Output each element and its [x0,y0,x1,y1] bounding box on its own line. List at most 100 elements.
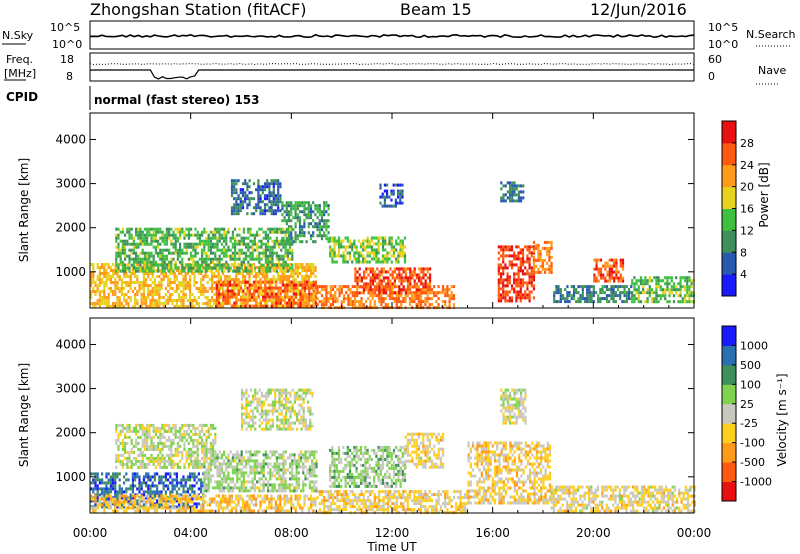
power-cell [134,302,137,305]
power-cell [249,227,252,231]
power-cell [195,302,198,305]
power-cell [267,248,270,252]
power-cell [342,285,346,289]
power-cell [215,298,218,302]
power-cell [195,281,198,284]
velocity-cell [101,503,104,507]
power-cell [151,299,154,302]
power-cell [541,267,544,271]
power-cell [112,281,115,284]
power-cell [358,279,361,283]
power-cell [92,266,95,269]
power-cell [532,249,536,253]
power-cell [218,263,221,267]
power-cell [281,278,284,281]
velocity-cell [136,475,139,479]
velocity-cell [216,474,219,478]
power-cell [513,187,516,191]
power-cell [244,287,247,290]
power-cell [153,302,156,305]
power-cell [279,200,282,204]
power-cell [152,245,155,249]
velocity-cell [120,490,123,494]
power-cell [251,242,254,246]
power-cell [398,291,401,295]
power-cell [247,227,250,231]
power-cell [577,300,580,304]
power-cell [234,263,237,267]
power-cell [149,272,152,275]
power-cell [164,287,167,290]
power-cell [274,182,278,186]
power-cell [679,288,682,292]
velocity-cell [186,487,189,491]
velocity-cell [158,475,161,479]
power-cell [194,245,197,249]
power-cell [279,278,282,281]
power-cell [180,281,183,284]
power-cell [380,273,383,277]
power-cell [285,219,288,223]
velocity-cell [230,497,233,501]
power-cell [226,283,229,287]
power-cell [115,263,118,267]
power-cell [683,294,687,298]
power-cell [422,273,425,277]
power-cell [175,290,178,293]
velocity-cell [225,462,228,466]
power-cell [363,276,366,280]
power-cell [430,297,434,301]
power-cell [101,263,104,266]
power-cell [371,267,374,271]
power-cell [367,291,370,295]
power-cell [277,295,280,299]
velocity-cell [303,494,306,498]
power-cell [316,297,319,301]
power-cell [211,299,214,302]
power-ytick-label: 2000 [55,221,86,235]
power-cell [528,251,531,255]
power-cell [269,227,272,231]
power-cell [559,294,562,298]
velocity-cell [290,497,293,501]
power-cell [141,257,144,261]
power-cell [401,201,404,205]
power-cell [331,297,335,301]
power-cell [134,272,137,275]
power-cell [245,245,248,249]
velocity-cell [189,493,192,497]
velocity-cell [246,506,249,510]
power-cell [132,245,135,249]
power-cell [264,236,267,240]
power-cell [223,263,226,267]
power-cell [382,276,385,280]
power-cell [318,291,321,295]
power-cell [418,291,421,295]
power-cell [215,275,218,278]
power-cell [151,296,154,299]
power-cell [201,269,204,273]
power-cell [279,292,282,296]
power-cell [207,239,210,243]
power-cell [299,292,302,296]
power-cell [192,257,195,261]
velocity-cell [171,503,174,507]
power-cell [417,303,420,307]
power-cell [264,230,267,234]
power-cell [143,239,146,243]
power-cell [263,212,267,216]
power-cell [149,278,152,281]
power-cell [233,290,236,293]
power-cell [362,245,365,249]
power-cell [325,297,328,301]
velocity-cell [310,494,313,498]
power-cell [272,281,275,284]
power-cell [301,283,304,287]
power-cell [296,263,299,266]
power-cell [225,266,228,270]
velocity-cell [191,490,194,494]
power-cell [502,193,505,197]
power-cell [329,288,332,292]
power-cell [157,269,160,273]
power-cell [502,251,505,255]
